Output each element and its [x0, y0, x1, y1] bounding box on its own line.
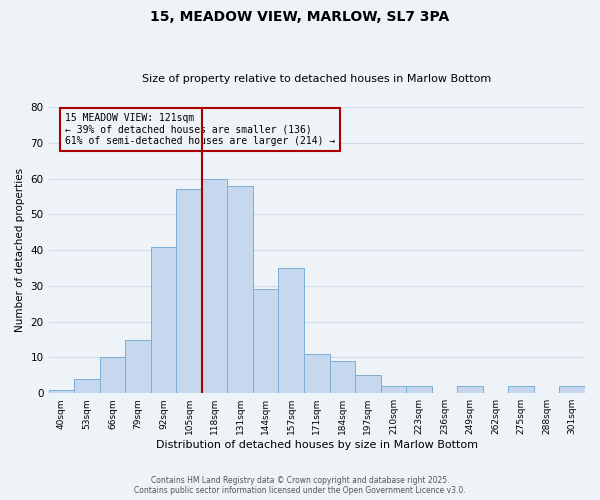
- Text: 15 MEADOW VIEW: 121sqm
← 39% of detached houses are smaller (136)
61% of semi-de: 15 MEADOW VIEW: 121sqm ← 39% of detached…: [65, 112, 335, 146]
- Bar: [202, 178, 227, 393]
- Bar: [355, 376, 380, 393]
- Bar: [329, 361, 355, 393]
- Bar: [380, 386, 406, 393]
- Bar: [406, 386, 432, 393]
- Text: Contains HM Land Registry data © Crown copyright and database right 2025.
Contai: Contains HM Land Registry data © Crown c…: [134, 476, 466, 495]
- Bar: [508, 386, 534, 393]
- Text: 15, MEADOW VIEW, MARLOW, SL7 3PA: 15, MEADOW VIEW, MARLOW, SL7 3PA: [151, 10, 449, 24]
- Bar: [151, 246, 176, 393]
- Bar: [304, 354, 329, 393]
- Y-axis label: Number of detached properties: Number of detached properties: [15, 168, 25, 332]
- Bar: [253, 290, 278, 393]
- Bar: [125, 340, 151, 393]
- Bar: [176, 190, 202, 393]
- Title: Size of property relative to detached houses in Marlow Bottom: Size of property relative to detached ho…: [142, 74, 491, 84]
- Bar: [74, 379, 100, 393]
- Bar: [559, 386, 585, 393]
- Bar: [278, 268, 304, 393]
- X-axis label: Distribution of detached houses by size in Marlow Bottom: Distribution of detached houses by size …: [156, 440, 478, 450]
- Bar: [227, 186, 253, 393]
- Bar: [100, 358, 125, 393]
- Bar: [457, 386, 483, 393]
- Bar: [49, 390, 74, 393]
